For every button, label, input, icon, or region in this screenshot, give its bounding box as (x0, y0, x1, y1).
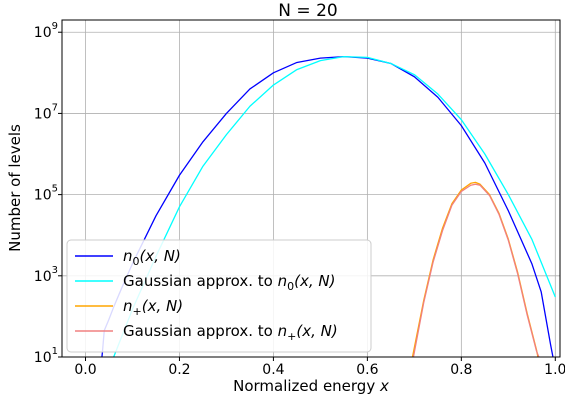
plot-frame (61, 19, 561, 358)
legend-prefix: Gaussian approx. to (123, 322, 278, 340)
legend-subscript: + (287, 330, 296, 343)
x-tick-label: 0.2 (168, 362, 190, 378)
y-tick-label: 101 (34, 346, 58, 366)
y-tick-label: 103 (34, 265, 58, 285)
y-tick-base: 10 (34, 25, 52, 41)
x-ticks: 0.0 0.2 0.4 0.6 0.8 1.0 (74, 357, 565, 378)
series-line-1 (113, 56, 556, 357)
y-tick-base: 10 (34, 188, 52, 204)
y-tick-exponent: 1 (52, 346, 58, 357)
y-tick-exponent: 7 (52, 102, 58, 113)
legend-symbol: n (278, 272, 288, 290)
legend-label: Gaussian approx. to n+(x, N) (123, 322, 338, 343)
legend-args: (x, N) (294, 272, 335, 290)
x-tick-label: 0.6 (356, 362, 378, 378)
legend-label: n0(x, N) (123, 247, 181, 268)
x-axis-label: Normalized energy x (233, 377, 389, 395)
y-tick-exponent: 5 (52, 184, 58, 195)
legend-label: Gaussian approx. to n0(x, N) (123, 272, 335, 293)
series-line-3 (412, 183, 540, 357)
legend-prefix: Gaussian approx. to (123, 272, 278, 290)
legend: n0(x, N)Gaussian approx. to n0(x, N)n+(x… (66, 239, 372, 353)
y-axis-label: Number of levels (6, 124, 24, 252)
x-tick-label: 0.0 (74, 362, 96, 378)
y-tick-exponent: 3 (52, 265, 58, 276)
y-tick-base: 10 (34, 350, 52, 366)
y-tick-base: 10 (34, 106, 52, 122)
legend-symbol: n (123, 297, 133, 315)
legend-label: n+(x, N) (123, 297, 183, 318)
legend-box (66, 239, 372, 353)
legend-args: (x, N) (296, 322, 337, 340)
x-axis-label-var: x (379, 377, 389, 395)
legend-args: (x, N) (142, 297, 183, 315)
legend-subscript: 0 (133, 255, 140, 268)
legend-symbol: n (278, 322, 288, 340)
chart-title: N = 20 (278, 1, 337, 21)
legend-subscript: + (133, 305, 142, 318)
x-axis-label-text: Normalized energy (233, 377, 380, 395)
x-tick-label: 0.8 (450, 362, 472, 378)
x-tick-label: 1.0 (544, 362, 565, 378)
legend-subscript: 0 (287, 280, 294, 293)
y-tick-label: 107 (34, 102, 58, 122)
legend-symbol: n (123, 247, 133, 265)
x-tick-label: 0.4 (262, 362, 284, 378)
y-tick-label: 105 (34, 184, 58, 204)
legend-args: (x, N) (140, 247, 181, 265)
y-tick-base: 10 (34, 269, 52, 285)
y-tick-label: 109 (34, 21, 58, 41)
y-tick-exponent: 9 (52, 21, 58, 32)
